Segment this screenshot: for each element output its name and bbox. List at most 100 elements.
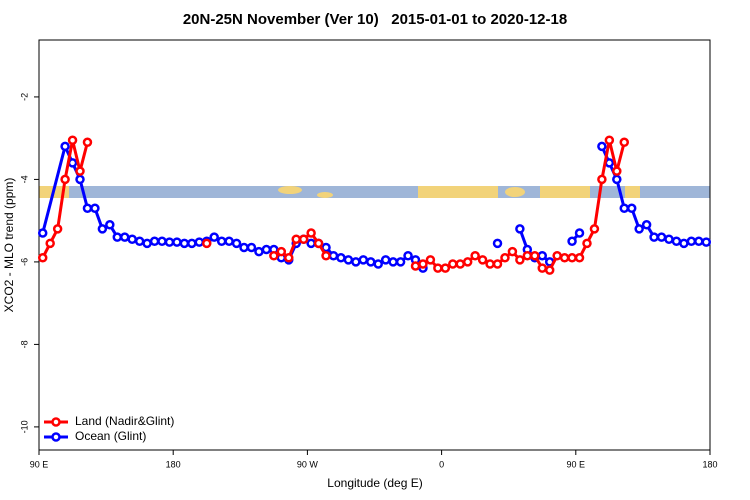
- point: [75, 174, 85, 185]
- point: [403, 250, 413, 261]
- legend-marker: [51, 432, 61, 442]
- legend-box: [40, 413, 185, 447]
- point: [612, 166, 622, 176]
- point: [619, 137, 630, 148]
- point: [224, 236, 234, 247]
- point: [522, 250, 533, 261]
- point: [37, 228, 48, 238]
- point: [142, 238, 152, 249]
- point: [179, 238, 190, 249]
- point: [82, 137, 93, 148]
- legend-label: Land (Nadir&Glint): [75, 414, 174, 428]
- point: [492, 238, 503, 249]
- point: [619, 203, 630, 214]
- point: [119, 232, 130, 242]
- point: [246, 242, 257, 253]
- point: [492, 259, 503, 269]
- point: [462, 257, 473, 267]
- point: [164, 237, 175, 247]
- point: [276, 246, 287, 257]
- x-tick-label: 90 W: [297, 459, 319, 469]
- point: [157, 236, 167, 247]
- point: [589, 224, 600, 234]
- point: [60, 174, 70, 185]
- series-line: [41, 139, 626, 272]
- point: [671, 236, 682, 247]
- point: [470, 250, 480, 261]
- point: [567, 236, 577, 247]
- point: [172, 237, 182, 247]
- point: [216, 236, 227, 247]
- point: [261, 244, 272, 255]
- point: [67, 135, 78, 145]
- point: [455, 259, 465, 269]
- point: [641, 220, 652, 230]
- point: [105, 220, 115, 230]
- point: [269, 250, 279, 261]
- point: [544, 265, 555, 275]
- point: [612, 174, 622, 185]
- point: [649, 232, 659, 242]
- point: [664, 234, 674, 244]
- point: [448, 259, 458, 269]
- point: [559, 253, 570, 263]
- point: [686, 236, 697, 247]
- point: [313, 238, 324, 249]
- point: [694, 236, 704, 247]
- point: [60, 141, 70, 152]
- point: [358, 255, 369, 265]
- point: [37, 253, 48, 263]
- point: [202, 238, 212, 249]
- point: [351, 257, 361, 267]
- point: [45, 238, 55, 249]
- y-tick-label: -10: [19, 420, 29, 433]
- point: [321, 250, 331, 261]
- point: [537, 263, 547, 273]
- point: [75, 166, 85, 176]
- legend-marker: [51, 417, 61, 427]
- point: [328, 250, 339, 261]
- point: [336, 253, 346, 263]
- point: [395, 257, 406, 267]
- point: [507, 246, 518, 257]
- point: [701, 237, 712, 247]
- point: [366, 257, 376, 267]
- point: [90, 203, 100, 214]
- point: [306, 238, 316, 249]
- point: [477, 255, 488, 265]
- point: [134, 236, 145, 247]
- x-tick-label: 0: [439, 459, 444, 469]
- map-strip: [39, 186, 710, 198]
- y-tick-label: -4: [19, 175, 29, 183]
- y-tick-label: -8: [19, 340, 29, 348]
- point: [239, 242, 249, 253]
- point: [597, 174, 607, 185]
- point: [626, 203, 637, 214]
- point: [515, 224, 525, 234]
- point: [530, 250, 540, 261]
- point: [634, 224, 644, 234]
- x-tick-label: 90 E: [567, 459, 586, 469]
- point: [433, 263, 443, 273]
- point: [194, 237, 205, 247]
- point: [418, 259, 428, 269]
- point: [574, 228, 585, 238]
- point: [440, 263, 451, 273]
- chart-title: 20N-25N November (Ver 10) 2015-01-01 to …: [183, 11, 567, 28]
- x-tick-label: 90 E: [30, 459, 49, 469]
- point: [52, 224, 63, 234]
- point: [127, 234, 137, 244]
- point: [679, 238, 689, 249]
- point: [537, 250, 547, 261]
- point: [485, 259, 495, 269]
- point: [500, 253, 510, 263]
- point: [574, 253, 585, 263]
- point: [597, 141, 607, 152]
- point: [231, 238, 242, 249]
- point: [82, 203, 93, 214]
- x-tick-label: 180: [702, 459, 717, 469]
- point: [373, 259, 383, 269]
- point: [254, 246, 264, 257]
- x-tick-label: 180: [166, 459, 181, 469]
